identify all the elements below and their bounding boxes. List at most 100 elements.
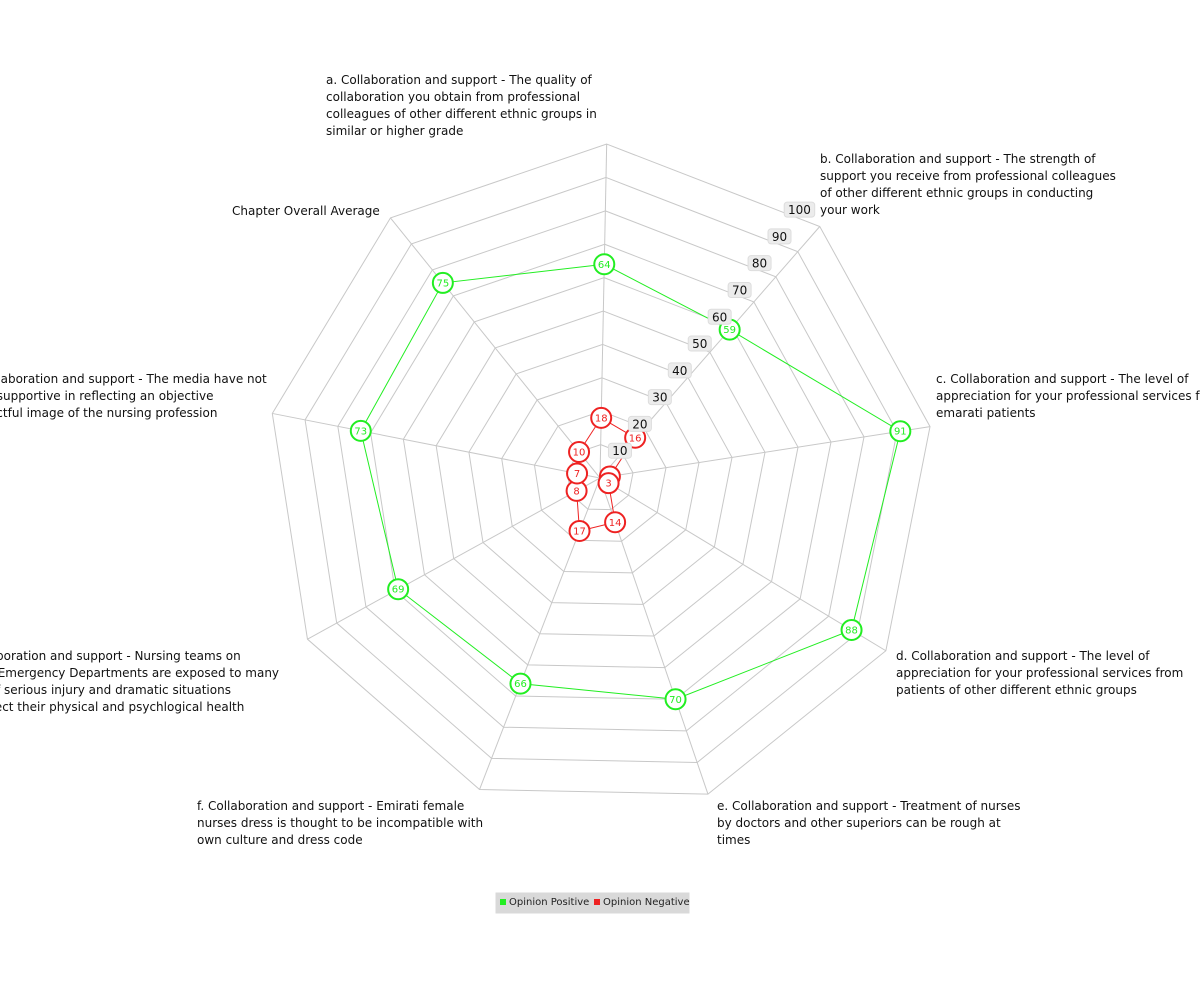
data-point: 69 [387,578,410,601]
data-point-marker [597,472,620,495]
series-line-0 [360,263,901,700]
data-label: 14 [609,518,622,529]
data-point-marker [664,688,687,711]
data-label: 70 [669,695,682,706]
data-point: 66 [509,672,532,695]
data-point: 7 [566,462,589,485]
grid-spoke-8 [390,217,601,479]
data-point-marker [568,519,591,542]
tick-label-60: 60 [707,308,732,325]
data-point: 73 [349,419,372,442]
svg-text:30: 30 [652,391,667,405]
data-label: 18 [595,413,608,424]
grid-ring-20 [533,410,667,542]
svg-text:70: 70 [732,283,747,297]
tick-label-40: 40 [667,362,692,379]
tick-label-70: 70 [727,281,752,298]
axis-label-2: c. Collaboration and support - The level… [936,372,1200,420]
grid-ring-40 [468,343,733,605]
data-label: 88 [845,626,858,637]
svg-text:90: 90 [772,230,787,244]
data-point: 64 [593,253,616,276]
legend: Opinion Positive Opinion Negative [494,891,691,915]
grid-ring-10 [566,444,634,511]
svg-text:50: 50 [692,337,707,351]
tick-label-30: 30 [647,389,672,406]
grid-ring-30 [501,377,700,574]
data-point-marker [604,511,627,534]
axis-label-5: f. Collaboration and support - Emirati f… [197,799,483,847]
data-point-marker [590,406,613,429]
data-point-marker [889,420,912,443]
grid-ring-70 [370,243,832,700]
data-point: 91 [889,420,912,443]
data-label: 16 [629,433,642,444]
grid-ring-60 [402,277,799,669]
data-point: 18 [590,406,613,429]
svg-text:10: 10 [612,444,627,458]
grid-ring-100 [271,143,931,795]
svg-text:80: 80 [752,257,767,271]
data-point: 75 [431,271,454,294]
axis-label-4: e. Collaboration and support - Treatment… [717,799,1021,847]
tick-label-20: 20 [627,415,652,432]
grid-ring-80 [337,210,865,732]
data-point: 10 [568,440,591,463]
data-point: 16 [624,426,647,449]
data-point-marker [566,462,589,485]
data-point-marker [349,419,372,442]
data-label: 17 [573,526,586,537]
axis-label-8: Chapter Overall Average [232,204,380,218]
data-label: 73 [354,426,367,437]
axis-label-7: h. Collaboration and support - The media… [0,372,267,420]
svg-text:60: 60 [712,310,727,324]
data-label: 75 [436,278,449,289]
radar-grid [271,143,931,795]
legend-label: Opinion Negative [603,897,690,908]
axis-label-0: a. Collaboration and support - The quali… [326,73,597,138]
data-point-marker [509,672,532,695]
svg-text:100: 100 [788,203,811,217]
data-label: 10 [573,447,586,458]
grid-ring-90 [304,176,898,763]
data-label: 3 [605,479,611,490]
tick-label-50: 50 [687,335,712,352]
legend-item-1: Opinion Negative [594,897,690,908]
data-label: 91 [894,427,907,438]
data-point-marker [387,578,410,601]
tick-label-10: 10 [607,442,632,459]
data-point-marker [593,253,616,276]
data-point: 17 [568,519,591,542]
legend-swatch [594,899,600,905]
data-point: 3 [597,472,620,495]
data-label: 7 [574,469,580,480]
data-point-marker [431,271,454,294]
grid-spoke-3 [599,477,887,652]
data-point: 88 [840,619,863,642]
legend-box [494,891,691,915]
data-point-marker [568,440,591,463]
axis-label-1: b. Collaboration and support - The stren… [820,152,1116,217]
radar-series: 64599188706669737518163314178710 [349,253,912,711]
grid-spoke-2 [599,426,931,479]
tick-label-80: 80 [747,255,772,272]
tick-label-100: 100 [783,201,816,218]
axis-label-6: g. Collaboration and support - Nursing t… [0,649,279,714]
series-1: 18163314178710 [565,406,647,542]
data-label: 64 [598,260,611,271]
data-label: 69 [392,585,405,596]
legend-item-0: Opinion Positive [500,897,589,908]
grid-spoke-7 [272,412,601,479]
data-point-marker [840,619,863,642]
tick-label-90: 90 [767,228,792,245]
data-label: 66 [514,679,527,690]
grid-ring-50 [435,310,766,637]
grid-spoke-6 [307,477,601,640]
data-point: 14 [604,511,627,534]
data-point: 70 [664,688,687,711]
legend-label: Opinion Positive [509,897,589,908]
